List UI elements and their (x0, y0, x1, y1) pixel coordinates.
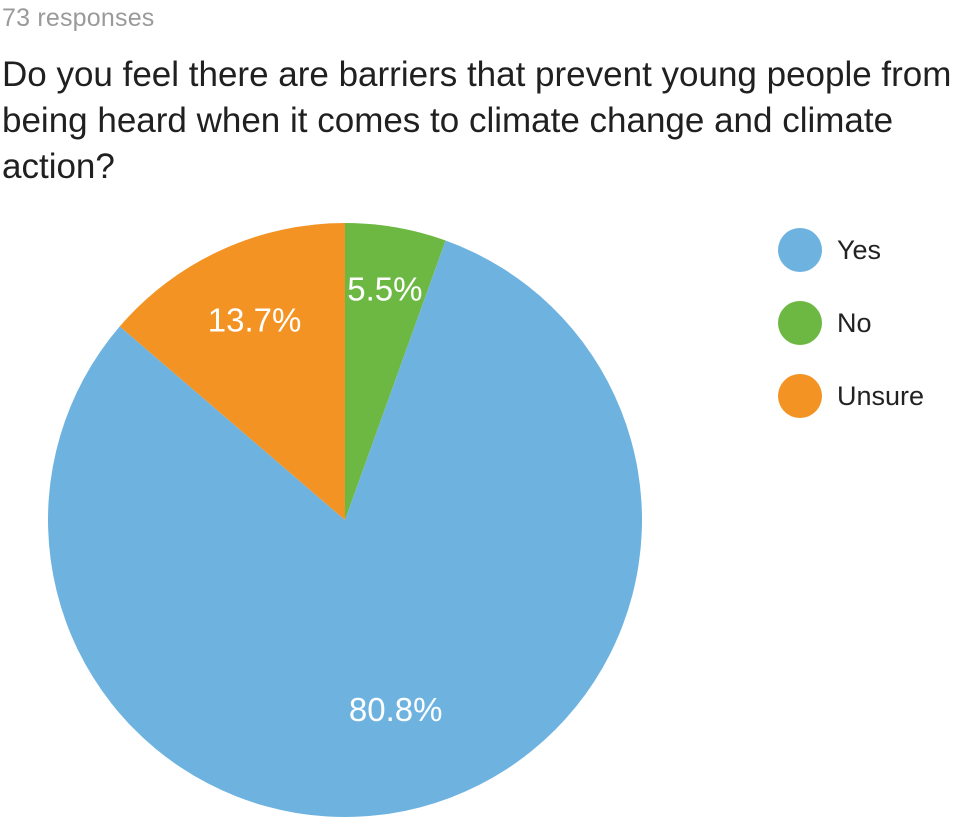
data-label-yes: 80.8% (349, 691, 443, 728)
pie-slice-unsure (119, 223, 345, 520)
legend-label-unsure: Unsure (837, 380, 925, 411)
pie-slice-no (345, 223, 446, 520)
legend: Yes No Unsure (778, 226, 924, 445)
legend-item-no: No (778, 299, 924, 347)
legend-item-unsure: Unsure (778, 372, 924, 420)
legend-item-yes: Yes (778, 226, 924, 274)
legend-swatch-unsure (778, 374, 822, 418)
pie-slice-yes (47, 240, 642, 818)
legend-label-no: No (837, 307, 872, 338)
legend-swatch-yes (778, 228, 822, 272)
pie-labels: 5.5% 80.8% 13.7% (208, 271, 443, 729)
data-label-unsure: 13.7% (208, 302, 302, 339)
legend-label-yes: Yes (837, 234, 882, 265)
legend-swatch-no (778, 301, 822, 345)
response-count: 73 responses (2, 4, 155, 32)
chart-title: Do you feel there are barriers that prev… (2, 55, 952, 186)
data-label-no: 5.5% (347, 271, 422, 308)
pie-slices (47, 223, 642, 818)
